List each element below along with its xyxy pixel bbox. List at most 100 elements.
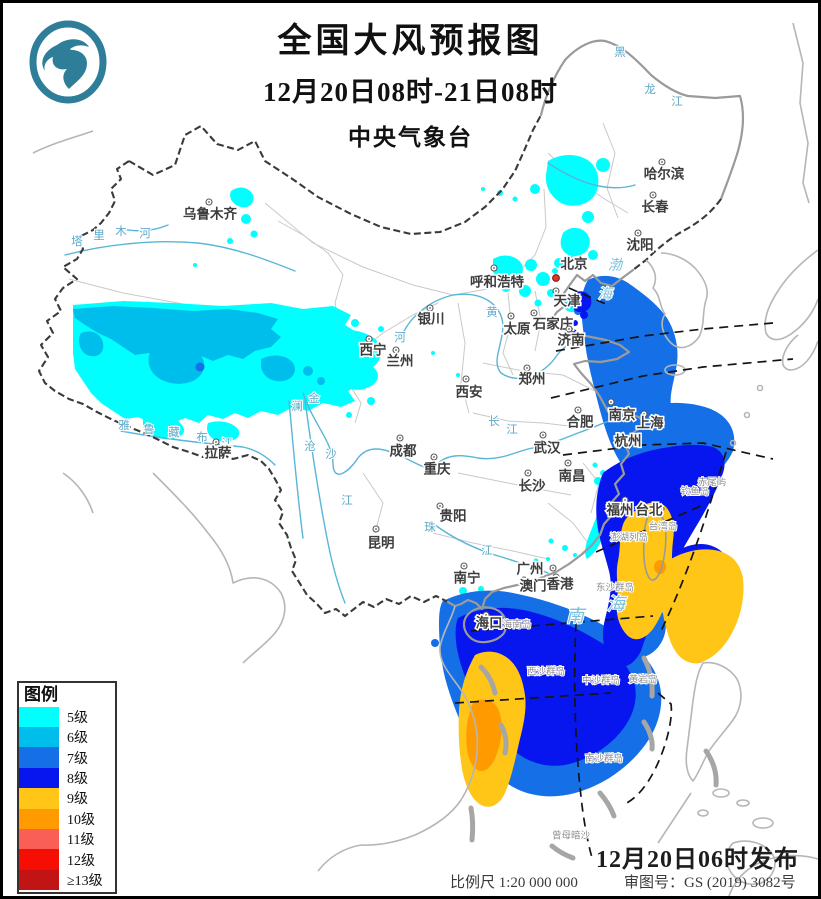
- legend-rows: 5级 6级 7级 8级 9级 10级 11级 12级 ≥13级: [19, 706, 115, 891]
- wind-areas-shape: [261, 355, 295, 382]
- wind-areas-shape: [592, 462, 598, 468]
- legend-item: 5级: [19, 706, 115, 728]
- island-label: 西沙群岛: [527, 666, 565, 678]
- wind-areas-shape: [580, 311, 588, 319]
- national-boundary-shape: [462, 606, 508, 644]
- wind-areas-shape: [207, 421, 240, 442]
- wind-area-5-north-xinjiang: [230, 187, 254, 208]
- city-label: 太原: [504, 321, 532, 337]
- legend-swatch: [19, 829, 59, 850]
- island-label: 澎湖列岛: [610, 532, 648, 544]
- island-label: 海南岛: [503, 619, 532, 631]
- island-arcs-shape: [641, 655, 655, 699]
- legend-swatch: [19, 706, 59, 728]
- city-label: 长沙: [519, 478, 547, 494]
- city-marker-dot: [395, 349, 397, 351]
- rivers-shape: [64, 241, 296, 272]
- maritime-dashed-lines-shape: [555, 322, 774, 352]
- rivers-shape: [547, 162, 636, 189]
- wind-areas-shape: [596, 158, 610, 172]
- legend-label: ≥13级: [67, 874, 103, 889]
- river-label: 金: [308, 391, 320, 405]
- island-label: 赤尾屿: [698, 477, 727, 489]
- rivers-shape: [399, 293, 580, 379]
- island-label: 东沙群岛: [596, 582, 634, 594]
- city-label: 郑州: [519, 371, 546, 387]
- foreign-coastlines-shape: [792, 22, 810, 204]
- city-marker-dot: [555, 576, 557, 578]
- wind-areas-shape: [548, 538, 554, 544]
- city-label: 西宁: [360, 342, 387, 358]
- province-boundaries-shape: [362, 472, 384, 534]
- legend-item: 12级: [19, 849, 115, 870]
- province-boundaries-shape: [602, 122, 619, 219]
- capital-marker: [552, 274, 560, 282]
- maritime-dashed-lines-shape: [568, 287, 609, 306]
- rivers-shape: [288, 400, 304, 539]
- legend-item: 9级: [19, 788, 115, 809]
- city-marker-dot: [526, 367, 528, 369]
- legend-item: 11级: [19, 829, 115, 850]
- river-label: 江: [506, 423, 518, 436]
- foreign-coastlines-shape: [645, 252, 708, 349]
- foreign-coastlines-shape: [756, 384, 764, 392]
- city-label: 银川: [418, 311, 445, 327]
- city-label: 呼和浩特: [470, 274, 524, 290]
- wind-areas-shape: [250, 230, 258, 238]
- city-label: 天津: [554, 293, 582, 309]
- city-marker-dot: [652, 194, 654, 196]
- city-marker-dot: [637, 232, 639, 234]
- legend-label: 8级: [67, 772, 88, 788]
- wind-areas-shape: [303, 366, 313, 376]
- rivers: [64, 162, 636, 604]
- river-labels: 塔里木河黑龙江雅鲁藏布江黄河长江珠江金沙江澜沧: [70, 45, 684, 558]
- river-label: 江: [341, 494, 353, 507]
- city-label: 南宁: [454, 570, 481, 586]
- city-label: 上海: [637, 415, 665, 431]
- wind-areas-shape: [471, 393, 475, 397]
- province-boundaries-shape: [472, 412, 579, 428]
- foreign-coastlines-shape: [657, 792, 692, 844]
- wind-areas-shape: [519, 285, 531, 297]
- national-boundary-shape: [37, 160, 449, 618]
- river-label: 塔: [71, 235, 83, 248]
- wind-areas-shape: [554, 258, 564, 268]
- city-marker-dot: [399, 437, 401, 439]
- city-marker-dot: [577, 409, 579, 411]
- city-marker-dot: [208, 201, 210, 203]
- map-scale: 比例尺 1:20 000 000: [450, 875, 578, 891]
- city-label: 南昌: [559, 468, 586, 484]
- legend-item: ≥13级: [19, 869, 115, 891]
- foreign-coastlines-shape: [764, 249, 818, 341]
- province-boundaries: [68, 122, 629, 560]
- city-label: 香港: [546, 576, 575, 592]
- legend-swatch: [19, 849, 59, 870]
- city-label: 重庆: [424, 461, 451, 477]
- river-label: 江: [671, 95, 683, 108]
- wind-area-5-qinghai: [331, 330, 382, 390]
- island-label: 台湾岛: [649, 521, 678, 533]
- maritime-dashed-lines-shape: [595, 504, 704, 553]
- river-label: 里: [93, 229, 105, 242]
- wind-area-9-east-patch: [661, 549, 744, 664]
- wind-areas-shape: [568, 252, 574, 258]
- legend-swatch: [19, 808, 59, 830]
- foreign-coastlines-shape: [781, 334, 818, 371]
- release-time: 12月20日06时发布: [596, 847, 799, 873]
- city-marker-dot: [527, 472, 529, 474]
- sea-label: 海: [598, 286, 614, 302]
- legend-label: 11级: [67, 833, 95, 849]
- city-marker-dot: [429, 307, 431, 309]
- river-label: 鲁: [143, 422, 155, 436]
- maritime-dashed-lines: [454, 287, 794, 862]
- city-marker-dot: [555, 290, 557, 292]
- river-label: 珠: [424, 520, 436, 534]
- foreign-coastlines-shape: [152, 472, 286, 664]
- city-marker-dot: [660, 508, 662, 510]
- wind-area-5-inner-mongolia: [545, 155, 599, 206]
- national-boundary: [37, 39, 744, 644]
- province-boundaries-shape: [482, 362, 600, 394]
- foreign-coastlines-shape: [726, 840, 776, 885]
